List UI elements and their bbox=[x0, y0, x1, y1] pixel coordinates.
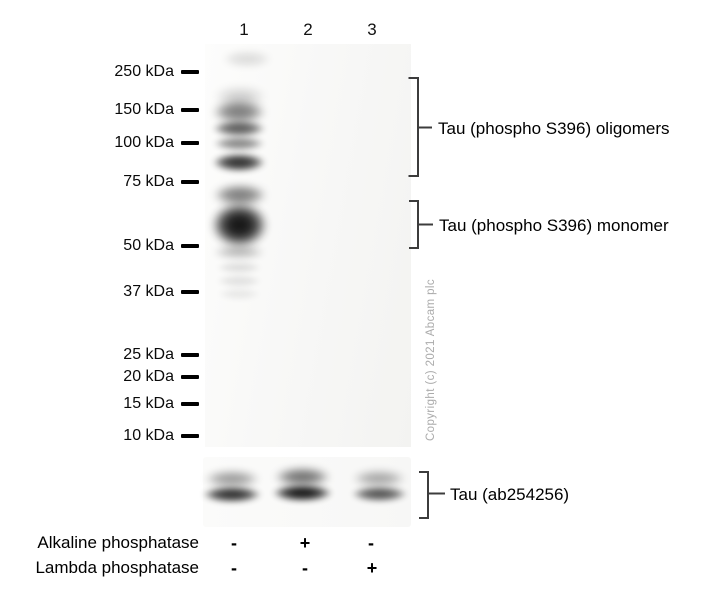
lane-1-number: 1 bbox=[239, 20, 249, 39]
mw-tick bbox=[181, 70, 199, 74]
mw-label: 25 kDa bbox=[123, 346, 174, 363]
oligomers-label: Tau (phospho S396) oligomers bbox=[438, 119, 670, 138]
condition-sign-lane1: - bbox=[231, 558, 237, 578]
monomer-bracket bbox=[409, 200, 433, 249]
loading-control-bracket bbox=[419, 471, 445, 519]
mw-marker-50: 50 kDa bbox=[0, 236, 199, 256]
condition-sign-lane2: - bbox=[302, 558, 308, 578]
condition-row-lambda: Lambda phosphatase - - + bbox=[0, 557, 722, 579]
lane-3-number: 3 bbox=[367, 20, 377, 39]
mw-label: 37 kDa bbox=[123, 283, 174, 300]
mw-label: 150 kDa bbox=[114, 101, 174, 118]
mw-tick bbox=[181, 244, 199, 248]
condition-label: Alkaline phosphatase bbox=[37, 533, 199, 552]
mw-marker-150: 150 kDa bbox=[0, 100, 199, 120]
mw-tick bbox=[181, 375, 199, 379]
mw-label: 15 kDa bbox=[123, 395, 174, 412]
mw-label: 75 kDa bbox=[123, 173, 174, 190]
mw-marker-100: 100 kDa bbox=[0, 133, 199, 153]
mw-tick bbox=[181, 353, 199, 357]
lane-2-number: 2 bbox=[303, 20, 313, 39]
condition-row-alkaline: Alkaline phosphatase - + - bbox=[0, 532, 722, 554]
condition-sign-lane2: + bbox=[299, 533, 311, 553]
mw-tick bbox=[181, 180, 199, 184]
condition-sign-lane3: - bbox=[368, 533, 374, 553]
oligomers-bracket bbox=[408, 77, 432, 177]
condition-sign-lane3: + bbox=[366, 558, 378, 578]
mw-label: 20 kDa bbox=[123, 368, 174, 385]
mw-tick bbox=[181, 141, 199, 145]
monomer-label: Tau (phospho S396) monomer bbox=[439, 216, 669, 235]
mw-label: 10 kDa bbox=[123, 427, 174, 444]
mw-marker-37: 37 kDa bbox=[0, 282, 199, 302]
mw-label: 50 kDa bbox=[123, 237, 174, 254]
mw-marker-250: 250 kDa bbox=[0, 62, 199, 82]
mw-tick bbox=[181, 402, 199, 406]
mw-marker-10: 10 kDa bbox=[0, 426, 199, 446]
condition-label: Lambda phosphatase bbox=[35, 558, 199, 577]
mw-label: 250 kDa bbox=[114, 63, 174, 80]
mw-tick bbox=[181, 434, 199, 438]
loading-control-label: Tau (ab254256) bbox=[450, 485, 570, 504]
mw-label: 100 kDa bbox=[114, 134, 174, 151]
copyright-text: Copyright (c) 2021 Abcam plc bbox=[425, 278, 437, 442]
mw-marker-25: 25 kDa bbox=[0, 345, 199, 365]
mw-tick bbox=[181, 108, 199, 112]
mw-marker-15: 15 kDa bbox=[0, 394, 199, 414]
mw-marker-75: 75 kDa bbox=[0, 172, 199, 192]
mw-marker-20: 20 kDa bbox=[0, 367, 199, 387]
condition-sign-lane1: - bbox=[231, 533, 237, 553]
mw-tick bbox=[181, 290, 199, 294]
